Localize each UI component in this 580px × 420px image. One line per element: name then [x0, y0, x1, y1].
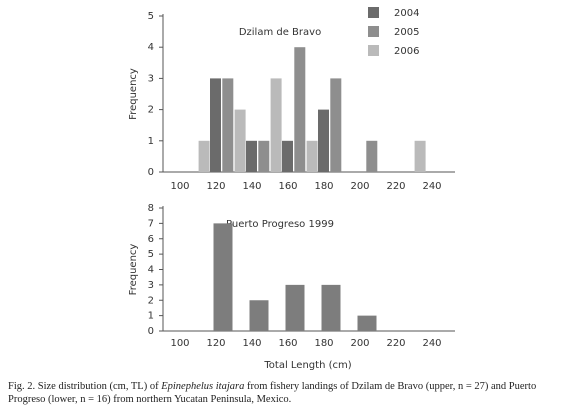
caption-species: Epinephelus itajara	[161, 381, 245, 392]
y-tick-label: 1	[148, 311, 154, 322]
y-axis-label: Frequency	[128, 68, 139, 120]
legend-swatch	[368, 7, 379, 18]
x-tick-label: 180	[314, 181, 333, 192]
x-tick-label: 100	[170, 181, 189, 192]
bar	[198, 140, 210, 172]
chart-title: Puerto Progreso 1999	[226, 219, 334, 230]
legend-label: 2004	[394, 8, 419, 19]
bar	[210, 78, 221, 172]
x-tick-label: 120	[206, 338, 225, 349]
bar	[222, 78, 234, 172]
bar	[234, 109, 246, 172]
bar	[330, 78, 342, 172]
y-tick-label: 4	[148, 265, 154, 276]
bar	[258, 140, 270, 172]
caption-text: Fig. 2. Size distribution (cm, TL) of	[8, 381, 162, 392]
y-tick-label: 6	[148, 234, 154, 245]
bar	[285, 284, 305, 331]
x-tick-label: 240	[422, 181, 441, 192]
bar	[414, 140, 426, 172]
bar	[282, 140, 293, 172]
legend-swatch	[368, 45, 379, 56]
y-tick-label: 7	[148, 218, 154, 229]
y-axis-label: Frequency	[128, 244, 139, 296]
bar	[213, 223, 233, 331]
y-tick-label: 3	[148, 280, 154, 291]
x-tick-label: 120	[206, 181, 225, 192]
bar	[357, 315, 377, 331]
bar	[318, 109, 329, 172]
x-axis-label: Total Length (cm)	[263, 360, 351, 371]
x-tick-label: 180	[314, 338, 333, 349]
y-tick-label: 8	[148, 203, 154, 214]
x-tick-label: 220	[386, 181, 405, 192]
legend-label: 2005	[394, 27, 419, 38]
x-tick-label: 100	[170, 338, 189, 349]
legend-swatch	[368, 26, 379, 37]
bar	[294, 47, 306, 173]
y-tick-label: 4	[148, 42, 154, 53]
x-tick-label: 200	[350, 181, 369, 192]
x-tick-label: 220	[386, 338, 405, 349]
legend-label: 2006	[394, 46, 419, 57]
chart-title: Dzilam de Bravo	[239, 27, 321, 38]
y-tick-label: 2	[148, 105, 154, 116]
y-tick-label: 3	[148, 73, 154, 84]
bar	[366, 140, 378, 172]
y-tick-label: 0	[148, 167, 154, 178]
bar	[246, 140, 257, 172]
y-tick-label: 1	[148, 136, 154, 147]
bar	[249, 300, 269, 331]
x-tick-label: 140	[242, 338, 261, 349]
bar	[306, 140, 318, 172]
x-tick-label: 200	[350, 338, 369, 349]
caption-text: from fishery landings of Dzilam de Bravo…	[8, 381, 537, 405]
y-tick-label: 2	[148, 295, 154, 306]
x-tick-label: 240	[422, 338, 441, 349]
bar	[270, 78, 282, 172]
y-tick-label: 0	[148, 326, 154, 337]
x-tick-label: 140	[242, 181, 261, 192]
x-tick-label: 160	[278, 181, 297, 192]
x-tick-label: 160	[278, 338, 297, 349]
y-tick-label: 5	[148, 249, 154, 260]
caption: Fig. 2. Size distribution (cm, TL) of Ep…	[8, 380, 574, 406]
y-tick-label: 5	[148, 11, 154, 22]
bar	[321, 284, 341, 331]
